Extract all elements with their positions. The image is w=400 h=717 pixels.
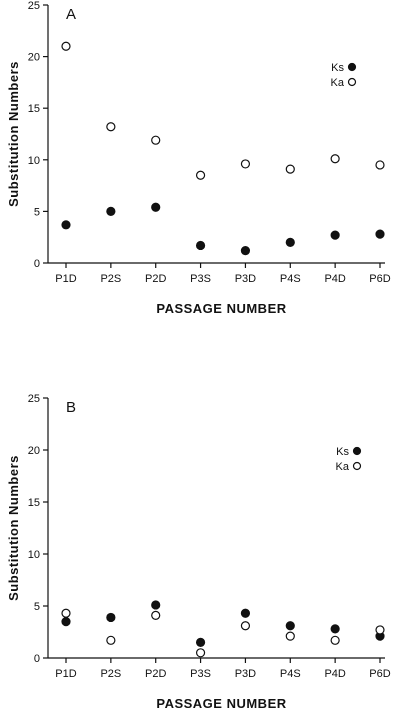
x-axis-title: PASSAGE NUMBER	[156, 696, 286, 711]
y-tick-label: 15	[28, 103, 40, 115]
x-tick-label: P3S	[190, 273, 211, 285]
x-tick-label: P4D	[324, 668, 345, 680]
ks-point	[375, 229, 385, 239]
ks-point	[151, 600, 161, 610]
legend-label-ks: Ks	[331, 62, 344, 74]
ka-point	[240, 621, 251, 631]
panel-label: A	[66, 6, 76, 23]
chart-panel-b: 0 5 10 15 20 25 P1D P2S P2D P3S P3D P4S P4D P6D PASSAG…	[6, 393, 391, 711]
y-tick-label: 0	[34, 653, 40, 665]
x-tick-label: P4S	[280, 273, 301, 285]
x-tick-label: P1D	[55, 668, 76, 680]
legend-label-ka: Ka	[336, 461, 350, 473]
legend-marker-ks	[352, 446, 362, 456]
ks-point	[285, 237, 295, 247]
ks-point	[61, 220, 71, 230]
ks-point	[106, 612, 116, 623]
ka-point	[285, 164, 295, 174]
y-tick-label: 5	[34, 601, 40, 613]
legend-marker-ka	[347, 77, 357, 87]
ka-point	[106, 635, 116, 645]
ka-point	[330, 635, 340, 645]
x-tick-label: P4D	[324, 273, 345, 285]
x-tick-label: P2S	[100, 668, 121, 680]
y-tick-label: 20	[28, 445, 40, 457]
x-tick-label: P3S	[190, 668, 211, 680]
ks-point	[106, 206, 116, 216]
ks-point	[195, 637, 206, 648]
x-tick-label: P3D	[235, 273, 256, 285]
ks-point	[240, 608, 251, 618]
chart-panel-a: 0 5 10 15 20 25 P1D P2S P2D P3S P3D P4S P4D P6D PASSAG…	[6, 0, 391, 316]
y-tick-label: 10	[28, 549, 40, 561]
x-tick-label: P2D	[145, 668, 166, 680]
x-tick-label: P6D	[369, 273, 390, 285]
y-tick-label: 20	[28, 52, 40, 64]
y-tick-label: 5	[34, 206, 40, 218]
ks-point	[151, 202, 161, 212]
ka-point	[285, 631, 295, 641]
x-tick-label: P3D	[235, 668, 256, 680]
ks-point	[285, 621, 295, 631]
x-tick-label: P6D	[369, 668, 390, 680]
ks-point	[61, 616, 71, 627]
y-tick-label: 10	[28, 155, 40, 167]
ka-point	[375, 160, 385, 170]
ks-point	[330, 230, 340, 240]
ka-point	[195, 648, 206, 658]
x-tick-label: P2D	[145, 273, 166, 285]
ka-point	[61, 608, 71, 618]
panel-label: B	[66, 399, 76, 416]
x-tick-label: P1D	[55, 273, 76, 285]
ks-point	[195, 240, 206, 251]
ka-point	[240, 159, 251, 169]
x-tick-label: P2S	[100, 273, 121, 285]
ka-point	[375, 625, 385, 635]
legend-label-ka: Ka	[331, 77, 345, 89]
ka-point	[151, 135, 161, 145]
y-tick-label: 25	[28, 0, 40, 12]
ks-point	[240, 246, 251, 256]
x-tick-label: P4S	[280, 668, 301, 680]
ka-point	[151, 610, 161, 620]
ka-point	[330, 154, 340, 164]
y-tick-label: 25	[28, 393, 40, 405]
ka-point	[195, 170, 206, 180]
y-tick-label: 15	[28, 497, 40, 509]
ka-point	[106, 122, 116, 132]
legend-marker-ks	[347, 62, 357, 72]
legend-marker-ka	[352, 461, 362, 471]
y-axis-title: Substitution Numbers	[6, 455, 21, 601]
ks-point	[330, 624, 340, 634]
x-axis-title: PASSAGE NUMBER	[156, 301, 286, 316]
ka-point	[61, 41, 71, 51]
legend-label-ks: Ks	[336, 446, 349, 458]
y-tick-label: 0	[34, 258, 40, 270]
y-axis-title: Substitution Numbers	[6, 61, 21, 207]
